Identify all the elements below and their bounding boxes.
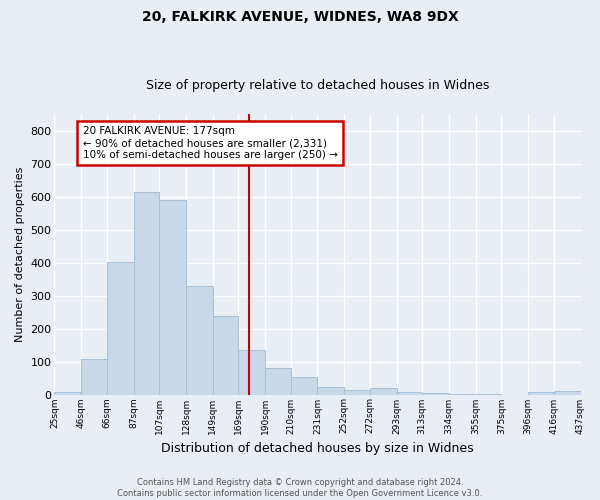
Title: Size of property relative to detached houses in Widnes: Size of property relative to detached ho…	[146, 79, 489, 92]
Bar	[344, 390, 370, 394]
Bar	[554, 391, 581, 394]
Text: 20, FALKIRK AVENUE, WIDNES, WA8 9DX: 20, FALKIRK AVENUE, WIDNES, WA8 9DX	[142, 10, 458, 24]
Bar	[159, 200, 186, 394]
Bar	[528, 392, 554, 394]
Bar	[290, 378, 317, 394]
Bar	[107, 262, 134, 394]
Text: Contains HM Land Registry data © Crown copyright and database right 2024.
Contai: Contains HM Land Registry data © Crown c…	[118, 478, 482, 498]
Bar	[317, 386, 344, 394]
Bar	[370, 388, 397, 394]
Bar	[265, 368, 290, 394]
Bar	[397, 392, 422, 394]
Bar	[81, 359, 107, 394]
X-axis label: Distribution of detached houses by size in Widnes: Distribution of detached houses by size …	[161, 442, 474, 455]
Y-axis label: Number of detached properties: Number of detached properties	[15, 166, 25, 342]
Bar	[134, 192, 159, 394]
Bar	[55, 392, 81, 394]
Bar	[238, 350, 265, 395]
Bar	[422, 393, 449, 394]
Bar	[213, 316, 238, 394]
Text: 20 FALKIRK AVENUE: 177sqm
← 90% of detached houses are smaller (2,331)
10% of se: 20 FALKIRK AVENUE: 177sqm ← 90% of detac…	[83, 126, 337, 160]
Bar	[186, 286, 213, 395]
